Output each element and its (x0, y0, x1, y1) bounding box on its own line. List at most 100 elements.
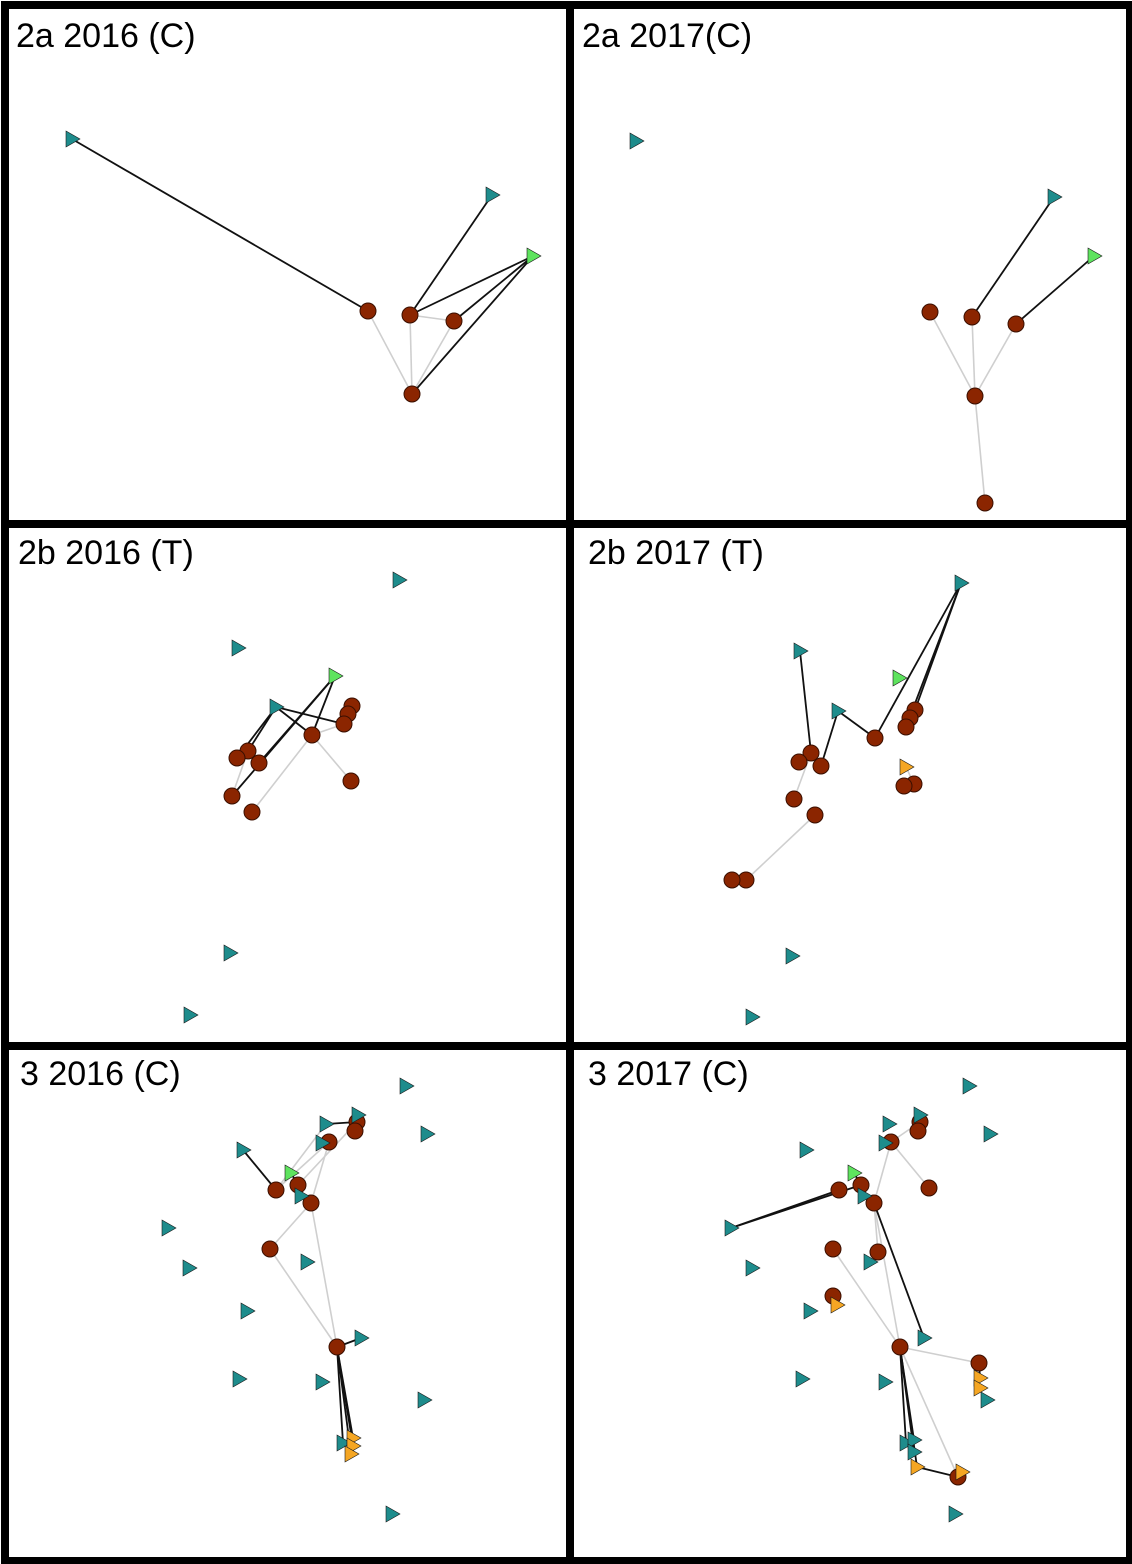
teal-triangle-node (745, 1259, 761, 1277)
teal-triangle-node (300, 1253, 316, 1271)
teal-triangle-node (65, 130, 81, 148)
teal-triangle-node (863, 1253, 879, 1271)
circle-node (723, 871, 741, 889)
network-edge-light (275, 1123, 327, 1191)
orange-triangle-node (910, 1458, 926, 1476)
teal-triangle-node (948, 1505, 964, 1523)
teal-triangle-node (399, 1077, 415, 1095)
teal-triangle-node (745, 1008, 761, 1026)
network-edge-light (311, 734, 352, 782)
circle-node (806, 806, 824, 824)
circle-node (335, 715, 353, 733)
network-edge-light (971, 316, 976, 397)
teal-triangle-node (878, 1134, 894, 1152)
network-edge-light (269, 1248, 338, 1348)
teal-triangle-node (231, 639, 247, 657)
network-edge-dark (242, 1149, 277, 1191)
circle-node (250, 754, 268, 772)
network-edge-light (873, 1141, 892, 1204)
teal-triangle-node (878, 1373, 894, 1391)
panel-nodes (723, 574, 970, 1026)
green-triangle-node (892, 669, 908, 687)
teal-triangle-node (183, 1006, 199, 1024)
panel-title-2a-2016: 2a 2016 (C) (16, 17, 196, 55)
circle-node (976, 494, 994, 512)
network-edge-light (411, 320, 455, 395)
teal-triangle-node (240, 1302, 256, 1320)
panel-title-2b-2016: 2b 2016 (T) (18, 534, 194, 572)
panel-3-2017: 3 2017 (C) (588, 1055, 999, 1523)
network-edge-light (929, 311, 976, 397)
teal-triangle-node (785, 947, 801, 965)
panel-edges (242, 1121, 362, 1455)
network-edge-dark (71, 138, 369, 312)
circle-node (920, 1179, 938, 1197)
orange-triangle-node (830, 1296, 846, 1314)
network-edge-dark (874, 582, 962, 739)
panel-title-2b-2017: 2b 2017 (T) (588, 534, 764, 572)
network-edge-dark (820, 710, 839, 767)
circle-node (302, 1194, 320, 1212)
network-edge-dark (453, 255, 534, 322)
network-edge-light (251, 734, 313, 813)
panel-2b-2016: 2b 2016 (T) (18, 534, 408, 1024)
teal-triangle-node (354, 1329, 370, 1347)
network-edge-light (974, 323, 1017, 397)
circle-node (303, 726, 321, 744)
teal-triangle-node (962, 1077, 978, 1095)
teal-triangle-node (857, 1187, 873, 1205)
network-edge-dark (336, 1346, 344, 1444)
teal-triangle-node (351, 1106, 367, 1124)
panel-title-2a-2017: 2a 2017(C) (582, 17, 752, 55)
circle-node (970, 1354, 988, 1372)
circle-node (869, 1243, 887, 1261)
network-edge-dark (231, 675, 336, 797)
teal-triangle-node (799, 1141, 815, 1159)
teal-triangle-node (223, 944, 239, 962)
teal-triangle-node (417, 1391, 433, 1409)
teal-triangle-node (831, 702, 847, 720)
teal-triangle-node (983, 1125, 999, 1143)
teal-triangle-node (336, 1434, 352, 1452)
circle-node (359, 302, 377, 320)
orange-triangle-node (344, 1445, 360, 1463)
panel-edges (71, 138, 534, 395)
circle-node (921, 303, 939, 321)
teal-triangle-node (724, 1219, 740, 1237)
circle-node (267, 1181, 285, 1199)
circle-node (228, 749, 246, 767)
green-triangle-node (526, 247, 542, 265)
network-edge-dark (409, 255, 534, 316)
circle-node (261, 1240, 279, 1258)
teal-triangle-node (980, 1391, 996, 1409)
teal-triangle-node (294, 1187, 310, 1205)
panel-edges (929, 196, 1095, 504)
panel-3-2016: 3 2016 (C) (20, 1055, 436, 1523)
circle-node (812, 757, 830, 775)
teal-triangle-node (269, 698, 285, 716)
network-edge-dark (409, 194, 493, 316)
orange-triangle-node (973, 1379, 989, 1397)
teal-triangle-node (1047, 188, 1063, 206)
circle-node (897, 718, 915, 736)
network-edge-light (974, 395, 986, 504)
panel-2a-2016: 2a 2016 (C) (16, 17, 542, 403)
network-edge-dark (873, 1202, 925, 1339)
circle-node (866, 729, 884, 747)
circle-node (328, 1338, 346, 1356)
network-edge-light (409, 314, 413, 395)
circle-node (790, 753, 808, 771)
teal-triangle-node (420, 1125, 436, 1143)
circle-node (785, 790, 803, 808)
network-edge-dark (971, 196, 1055, 318)
orange-triangle-node (899, 758, 915, 776)
network-edge-light (310, 1202, 338, 1348)
circle-node (824, 1240, 842, 1258)
panel-nodes (629, 132, 1103, 512)
circle-node (342, 772, 360, 790)
green-triangle-node (1087, 247, 1103, 265)
circle-node (909, 1122, 927, 1140)
circle-node (802, 744, 820, 762)
teal-triangle-node (385, 1505, 401, 1523)
teal-triangle-node (315, 1373, 331, 1391)
